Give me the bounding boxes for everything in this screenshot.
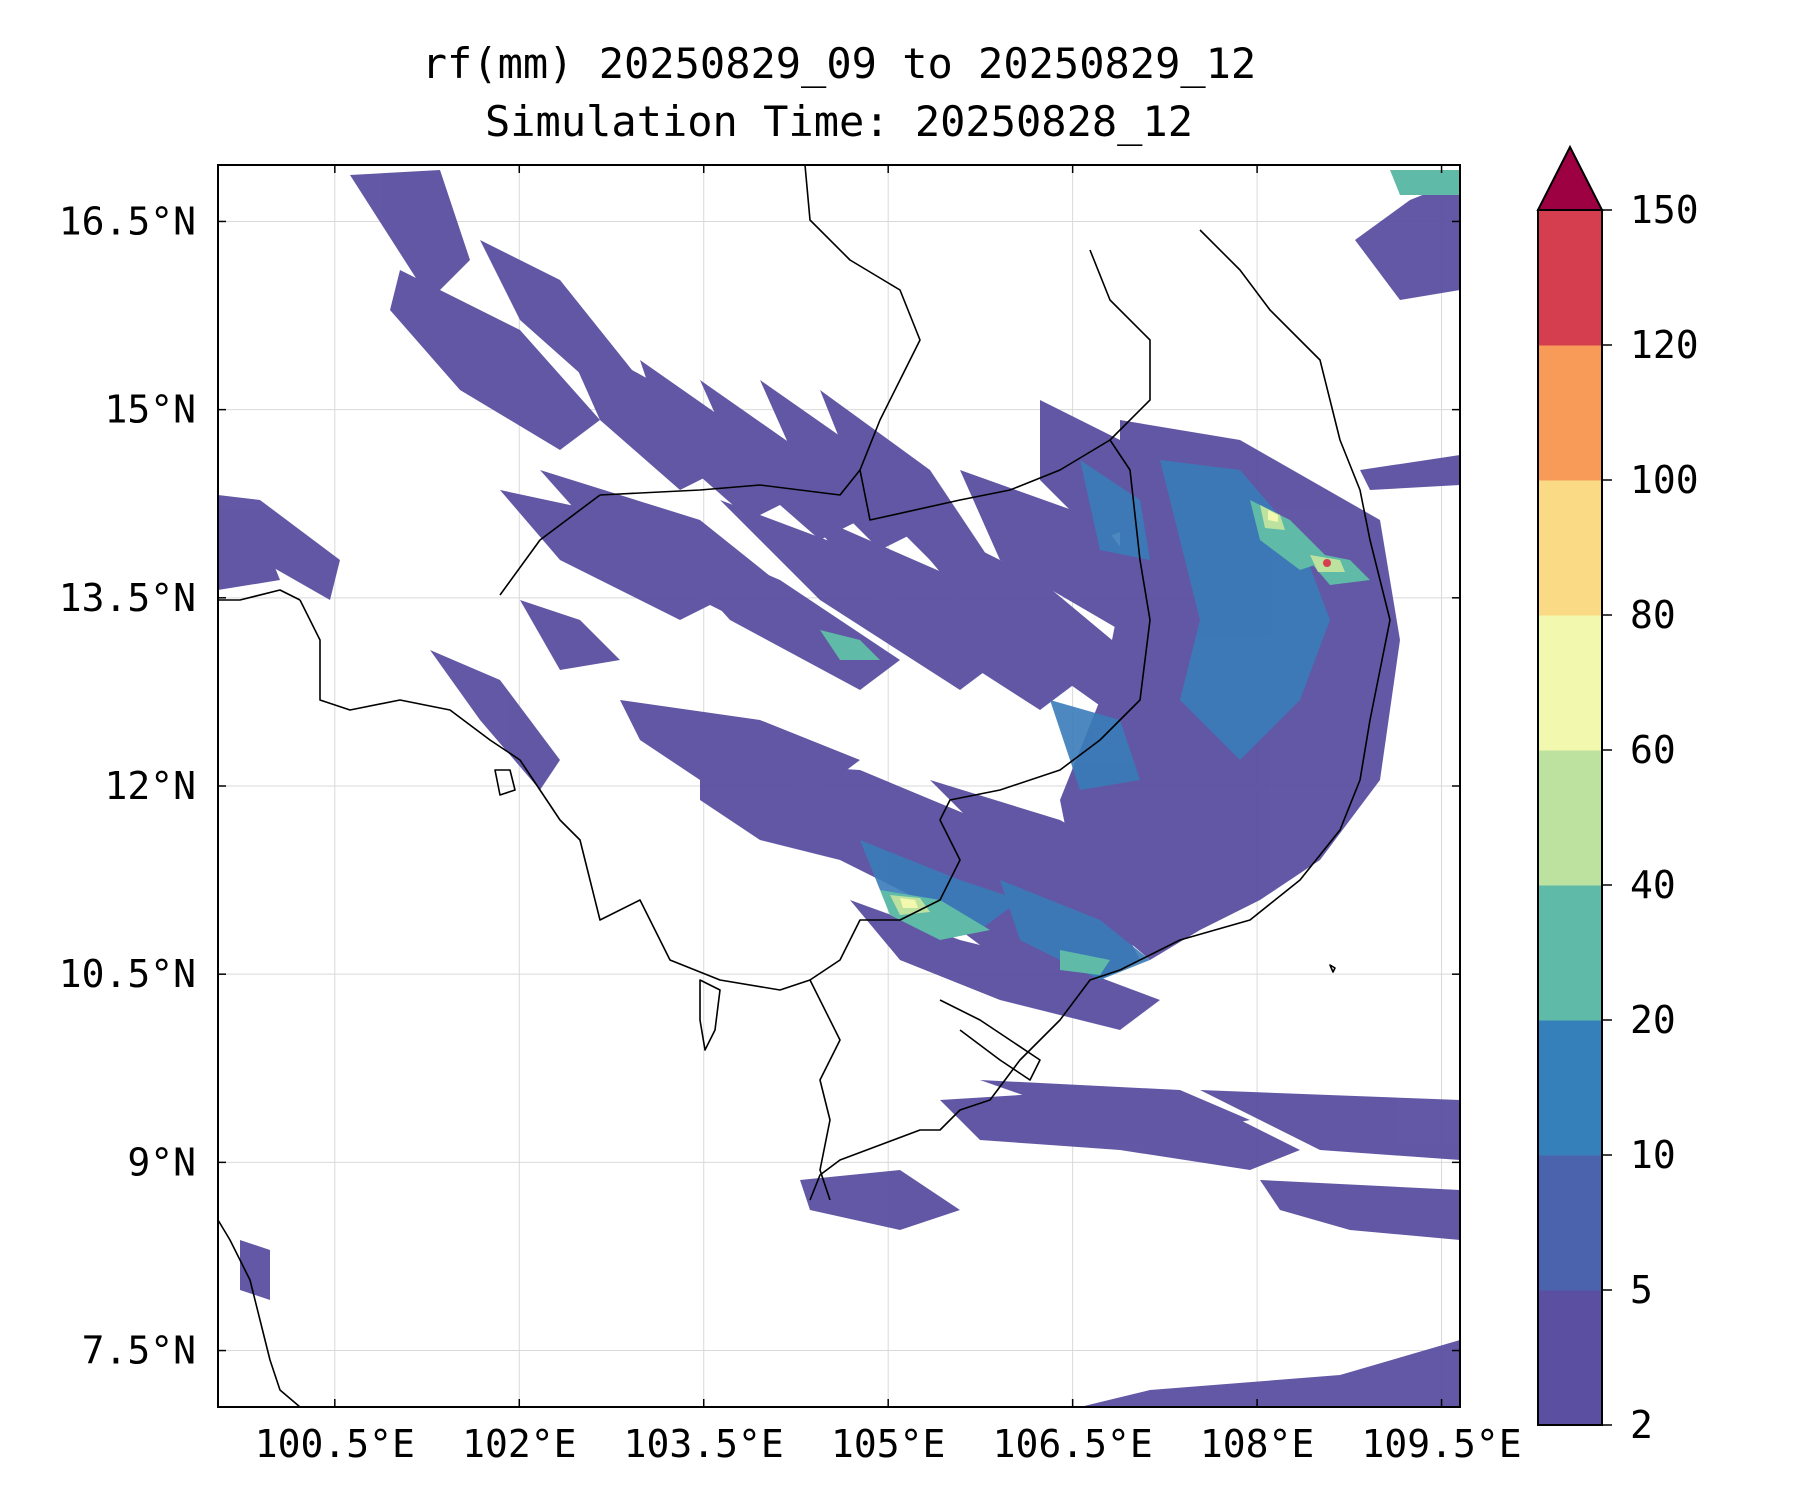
colorbar-tick-label: 40 [1630, 863, 1676, 907]
axis-ticks: 100.5°E 102°E 103.5°E 105°E 106.5°E 108°E 109.… [59, 165, 1522, 1466]
map-panel: 100.5°E 102°E 103.5°E 105°E 106.5°E 108°E 109.… [59, 164, 1522, 1466]
title-line-1: rf(mm) 20250829_09 to 20250829_12 [422, 39, 1256, 88]
colorbar-tick-label: 80 [1630, 593, 1676, 637]
coastline-mekong-delta [939, 999, 1041, 1081]
island-phu-quoc [699, 979, 721, 1051]
coastline-vietnam-east [809, 229, 1391, 1201]
lon-tick-label: 108°E [1200, 1422, 1314, 1466]
coastlines-and-borders [218, 165, 1391, 1407]
country-border-thai-cambodia [499, 494, 601, 596]
rainfall-contours [218, 170, 1460, 1407]
colorbar-segment [1538, 210, 1602, 346]
colorbar-frame [1537, 209, 1603, 1426]
colorbar: 2 5 10 20 40 60 80 100 120 150 [1536, 144, 1699, 1447]
lon-tick-label: 106.5°E [993, 1422, 1153, 1466]
colorbar-tick-label: 60 [1630, 728, 1676, 772]
colorbar-segment [1538, 480, 1602, 616]
lon-tick-label: 105°E [831, 1422, 945, 1466]
lat-tick-label: 7.5°N [82, 1329, 196, 1373]
lat-tick-label: 13.5°N [59, 576, 196, 620]
colorbar-tick-label: 120 [1630, 323, 1699, 367]
island-con-dao [1329, 964, 1336, 973]
lon-tick-label: 102°E [462, 1422, 576, 1466]
colorbar-segment [1538, 1020, 1602, 1156]
colorbar-segment [1538, 1155, 1602, 1291]
colorbar-segment [1538, 1290, 1602, 1426]
colorbar-segment [1538, 345, 1602, 481]
colorbar-extend-triangle [1536, 144, 1604, 211]
colorbar-tick-label: 20 [1630, 998, 1676, 1042]
lon-tick-label: 100.5°E [255, 1422, 415, 1466]
coastline-west [218, 589, 301, 601]
coastline-malay-peninsula [218, 1219, 301, 1407]
colorbar-tick-label: 5 [1630, 1268, 1653, 1312]
country-border-cambodia-vietnam [809, 439, 1151, 981]
lat-tick-label: 16.5°N [59, 199, 196, 243]
rain-field-level-5 [900, 510, 1278, 908]
colorbar-tick-label: 150 [1630, 188, 1699, 232]
country-border-thai-laos [599, 469, 861, 496]
lon-tick-label: 109.5°E [1361, 1422, 1521, 1466]
title-line-2: Simulation Time: 20250828_12 [485, 97, 1193, 146]
colorbar-tick-label: 100 [1630, 458, 1699, 502]
colorbar-segment [1538, 615, 1602, 751]
lat-tick-label: 9°N [127, 1140, 196, 1184]
colorbar-segment [1538, 885, 1602, 1021]
country-border-laos-vietnam [804, 165, 1151, 521]
lon-tick-label: 103.5°E [624, 1422, 784, 1466]
colorbar-tick-label: 2 [1630, 1403, 1653, 1447]
rain-max-core [1323, 559, 1331, 567]
lat-tick-label: 10.5°N [59, 952, 196, 996]
island-koh-kong [494, 769, 516, 796]
lat-tick-label: 15°N [104, 388, 196, 432]
lat-tick-label: 12°N [104, 764, 196, 808]
colorbar-segment [1538, 750, 1602, 886]
coastline-gulf-of-thailand [299, 599, 841, 1201]
colorbar-tick-label: 10 [1630, 1133, 1676, 1177]
